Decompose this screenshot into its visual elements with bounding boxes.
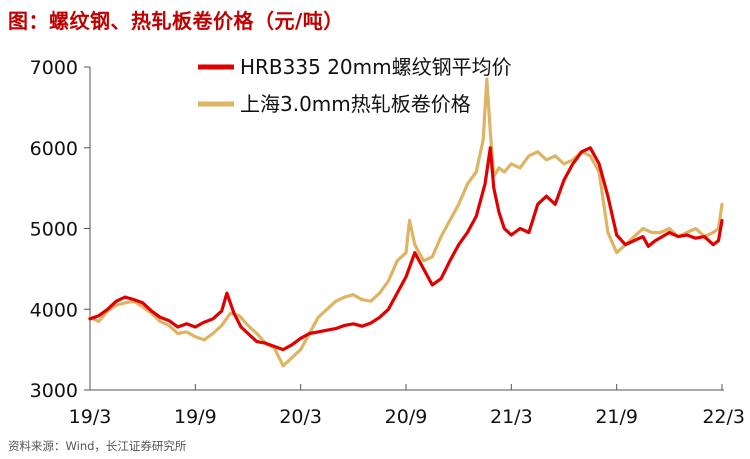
series-layer	[88, 77, 724, 368]
x-tick-label: 19/9	[174, 406, 217, 428]
legend-label-1: 上海3.0mm热轧板卷价格	[240, 92, 471, 116]
y-tick-label: 7000	[30, 57, 78, 79]
x-tick-label: 21/3	[490, 406, 533, 428]
x-tick-label: 19/3	[69, 406, 112, 428]
x-tick-label: 21/9	[595, 406, 638, 428]
legend-label-0: HRB335 20mm螺纹钢平均价	[240, 55, 512, 79]
series-line-0	[88, 146, 724, 352]
chart-title: 图：螺纹钢、热轧板卷价格（元/吨）	[8, 9, 344, 33]
y-tick-label: 6000	[30, 138, 78, 160]
x-tick-label: 22/3	[702, 406, 745, 428]
y-tick-label: 4000	[30, 299, 78, 321]
y-tick-label: 5000	[30, 219, 78, 241]
series-line-1	[88, 77, 724, 368]
source-note: 资料来源：Wind，长江证券研究所	[8, 439, 187, 453]
y-axis: 3000 4000 5000 6000 7000	[30, 57, 91, 402]
x-axis: 19/3 19/9 20/3 20/9 21/3 21/9 22/3	[69, 384, 745, 428]
x-tick-label: 20/3	[279, 406, 322, 428]
x-tick-label: 20/9	[385, 406, 428, 428]
y-tick-label: 3000	[30, 380, 78, 402]
